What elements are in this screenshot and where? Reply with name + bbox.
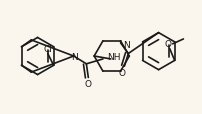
- Text: O: O: [163, 40, 170, 49]
- Text: O: O: [118, 68, 125, 77]
- Text: O: O: [84, 79, 91, 88]
- Text: NH: NH: [106, 53, 120, 62]
- Text: N: N: [123, 41, 129, 50]
- Text: Cl: Cl: [43, 45, 52, 54]
- Text: N: N: [71, 52, 78, 61]
